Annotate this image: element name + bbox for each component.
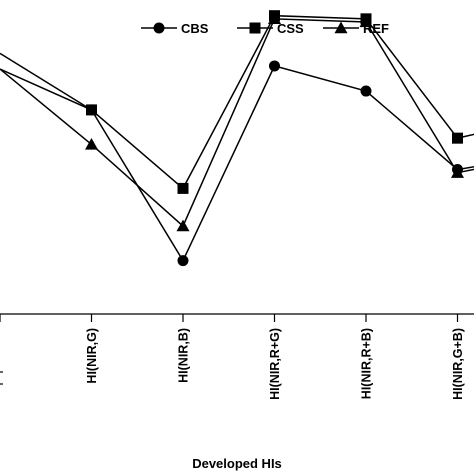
data-point-css <box>177 182 189 194</box>
legend-label: CSS <box>277 21 304 36</box>
data-point-css <box>452 132 463 144</box>
legend-label: REF <box>363 21 389 36</box>
x-axis-ticks <box>0 314 459 322</box>
data-point-ref <box>268 12 281 25</box>
data-point-cbs <box>360 85 372 97</box>
x-tick-label: HI(NIR,R+G) <box>268 328 282 400</box>
x-tick-label: HI(NIR,G) <box>85 328 99 384</box>
x-tick-label: HI(NIR,G+B) <box>451 328 465 400</box>
legend-item-ref: REF <box>323 21 389 36</box>
series-line-cbs <box>0 52 474 263</box>
data-point-ref <box>176 219 190 232</box>
legend-item-cbs: CBS <box>141 21 209 36</box>
legend-marker-triangle <box>334 21 348 34</box>
x-tick-label: HI(NIR,B) <box>177 328 191 383</box>
plot-area: HI(NIR,G) HI(NIR,B) HI(NIR,R+G) HI(NIR,R+B)… <box>0 10 474 400</box>
x-tick-labels: HI(NIR,G) HI(NIR,B) HI(NIR,R+G) HI(NIR,R+B)… <box>0 328 465 400</box>
data-point-ref <box>451 166 464 178</box>
data-point-ref <box>85 137 98 150</box>
data-point-ref <box>359 15 373 28</box>
data-point-css <box>86 104 97 116</box>
series-markers <box>85 10 464 267</box>
series-lines <box>0 14 474 263</box>
legend-marker-circle <box>153 22 165 34</box>
legend-item-css: CSS <box>237 21 304 36</box>
x-tick-label: HI(NIR,R+B) <box>360 328 374 399</box>
data-point-cbs <box>269 60 280 72</box>
legend-label: CBS <box>181 21 209 36</box>
legend-marker-square <box>249 22 261 34</box>
legend: CBS CSS REF <box>141 21 389 36</box>
data-point-cbs <box>177 255 189 267</box>
x-axis-title: Developed HIs <box>192 456 282 471</box>
